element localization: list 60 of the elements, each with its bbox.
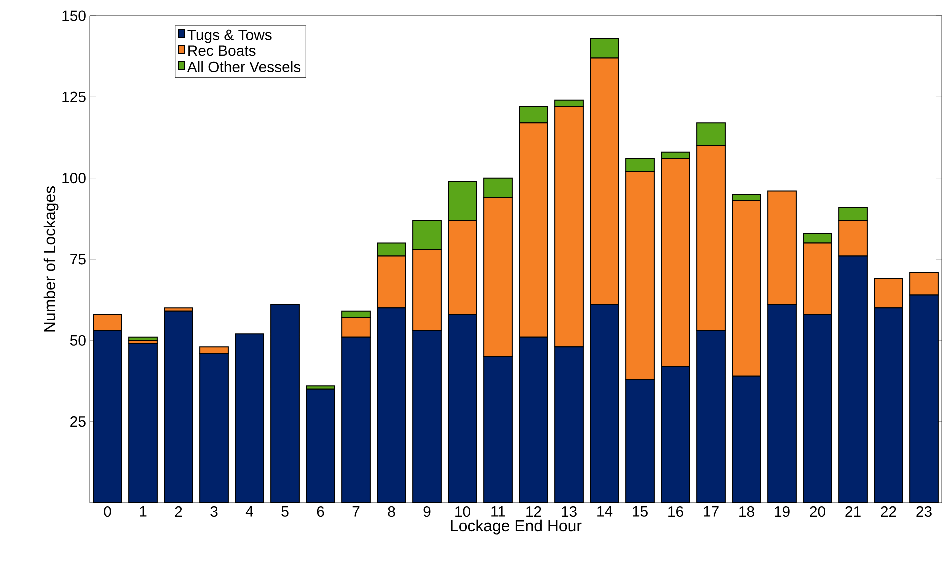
bar <box>413 330 442 503</box>
legend-label: Rec Boats <box>188 46 256 56</box>
x-axis-title: Lockage End Hour <box>451 520 582 535</box>
bar <box>200 354 228 503</box>
x-tick-label: 3 <box>210 506 218 518</box>
legend-label: Tugs & Tows <box>188 30 272 44</box>
y-tick-label: 150 <box>62 10 86 22</box>
bar <box>874 308 903 503</box>
x-tick-label: 0 <box>104 506 112 518</box>
bar <box>804 314 832 503</box>
bar <box>129 344 158 503</box>
x-tick-label: 8 <box>388 506 396 518</box>
bar <box>839 256 868 503</box>
bar <box>306 389 335 503</box>
legend-label: All Other Vessels <box>187 61 301 72</box>
x-tick-label: 19 <box>775 506 790 518</box>
y-tick-label: 50 <box>70 335 86 346</box>
x-tick-label: 22 <box>881 506 896 517</box>
bar <box>448 314 477 503</box>
x-tick-label: 17 <box>704 506 719 517</box>
bar <box>662 366 690 503</box>
y-tick-label: 125 <box>62 92 86 102</box>
x-tick-label: 12 <box>526 506 542 517</box>
bar <box>590 304 619 503</box>
x-tick-label: 5 <box>282 506 289 517</box>
bar <box>484 356 512 503</box>
bar <box>555 347 584 503</box>
bar <box>910 294 939 503</box>
x-tick-label: 10 <box>456 506 470 518</box>
bar <box>342 337 370 503</box>
x-tick-label: 15 <box>633 506 648 517</box>
y-tick-label: 75 <box>70 254 86 265</box>
y-axis-title: Number of Lockages <box>44 186 59 332</box>
x-tick-label: 6 <box>317 506 324 518</box>
x-tick-label: 21 <box>846 506 861 517</box>
x-tick-label: 16 <box>668 506 684 518</box>
x-tick-label: 14 <box>598 506 613 517</box>
x-tick-label: 9 <box>424 506 431 518</box>
x-tick-label: 18 <box>740 506 754 518</box>
x-tick-label: 23 <box>916 506 932 518</box>
y-tick-label: 25 <box>70 416 86 428</box>
bar <box>378 308 406 503</box>
bar <box>626 380 654 503</box>
bar <box>874 278 904 309</box>
bar <box>697 330 726 503</box>
x-tick-label: 4 <box>246 506 254 517</box>
bar <box>520 337 548 503</box>
bar <box>768 304 796 503</box>
bar <box>732 376 761 503</box>
x-tick-label: 20 <box>810 506 826 518</box>
y-tick-label: 100 <box>62 173 86 184</box>
bar <box>236 334 264 503</box>
bar <box>94 330 122 503</box>
x-tick-label: 7 <box>352 506 360 517</box>
x-tick-label: 1 <box>140 506 147 517</box>
x-tick-label: 2 <box>175 506 182 517</box>
x-tick-label: 13 <box>562 506 577 518</box>
x-tick-label: 11 <box>492 506 506 517</box>
bar <box>164 311 193 503</box>
bar <box>271 304 300 503</box>
